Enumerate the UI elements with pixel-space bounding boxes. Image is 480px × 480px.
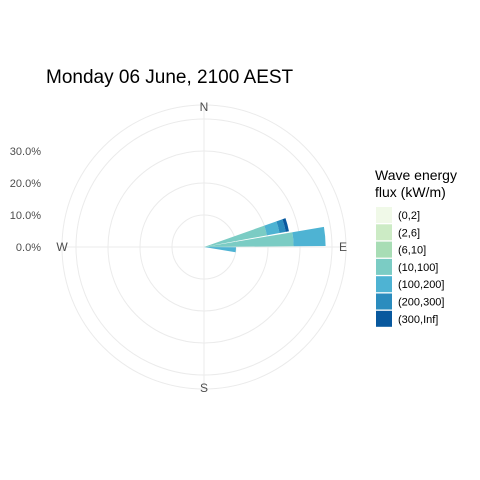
legend-label: (2,6] xyxy=(398,227,420,239)
wedge-0-segment-1 xyxy=(264,221,280,236)
legend-swatch xyxy=(376,207,392,223)
compass-label-s: S xyxy=(200,381,208,395)
legend-swatch xyxy=(376,293,392,310)
legend-swatch xyxy=(376,276,392,293)
wedges-layer xyxy=(204,218,326,253)
legend-label: (6,10] xyxy=(398,245,426,257)
compass-labels: N E S W xyxy=(56,100,347,395)
wedge-0-segment-3 xyxy=(282,218,289,232)
legend-swatch xyxy=(376,258,392,275)
compass-label-e: E xyxy=(339,240,347,254)
legend-label: (0,2] xyxy=(398,210,420,222)
polar-grid xyxy=(61,104,347,390)
legend-label: (10,100] xyxy=(398,262,438,274)
radial-tick-label: 20.0% xyxy=(10,178,41,190)
legend-swatch xyxy=(376,224,392,241)
legend: Wave energy flux (kW/m) (0,2] (2,6] (6,10]… xyxy=(375,167,457,327)
wedge-1-segment-0 xyxy=(204,232,294,247)
radial-tick-label: 10.0% xyxy=(10,210,41,222)
compass-label-n: N xyxy=(200,100,209,114)
legend-swatch xyxy=(376,241,392,258)
legend-title-line-1: Wave energy xyxy=(375,167,457,183)
chart-title: Monday 06 June, 2100 AEST xyxy=(46,67,294,88)
wedge-2-segment-0 xyxy=(204,247,236,253)
radial-tick-labels: 0.0% 10.0% 20.0% 30.0% xyxy=(10,146,41,254)
legend-title-line-2: flux (kW/m) xyxy=(375,184,446,200)
legend-label: (300,Inf] xyxy=(398,314,438,326)
legend-label: (100,200] xyxy=(398,279,444,291)
legend-swatch xyxy=(376,310,392,327)
radial-tick-label: 0.0% xyxy=(16,242,41,254)
wedge-0-segment-0 xyxy=(204,225,267,247)
radial-tick-label: 30.0% xyxy=(10,146,41,158)
wedge-1-segment-1 xyxy=(292,226,326,247)
wedge-0-segment-2 xyxy=(276,219,286,234)
compass-label-w: W xyxy=(56,240,68,254)
legend-label: (200,300] xyxy=(398,297,444,309)
